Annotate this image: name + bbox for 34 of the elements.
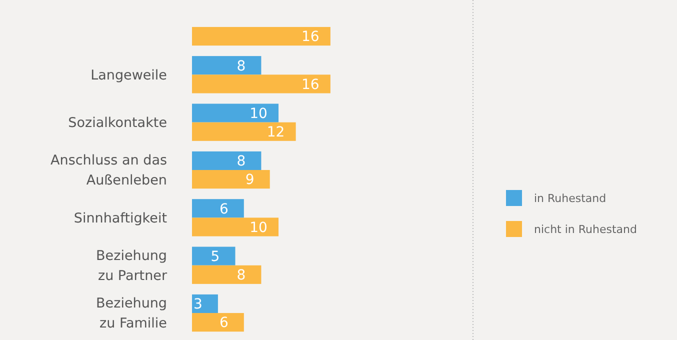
data-label: 16 [302,29,320,46]
bar [192,170,270,189]
y-tick-label: Beziehung zu Partner [96,248,168,284]
bar [192,26,330,46]
bar [192,294,218,314]
y-tick-label: Sozialkontakte [68,115,167,132]
data-label: 5 [210,248,220,265]
y-tick-label: Beziehung zu Familie [96,296,167,332]
bar [192,56,262,75]
bar [192,218,279,236]
y-tick-label: Anschluss an das Außenleben [50,152,167,189]
legend-label: nicht in Ruhestand [534,222,637,236]
bar [192,122,296,141]
legend-label: in Ruhestand [534,192,606,205]
bar [192,246,236,266]
data-label: 9 [245,172,254,188]
data-label: 16 [302,76,320,93]
y-tick-label: Sinnhaftigkeit [74,210,167,226]
bar [192,151,262,170]
bar [192,199,244,218]
data-label: 10 [250,106,268,122]
data-label: 10 [250,220,268,236]
data-label: 3 [193,296,202,313]
data-label: 6 [219,201,228,218]
data-label: 8 [236,268,246,284]
data-label: 6 [219,315,228,332]
bar [192,104,279,122]
y-tick-label: Langeweile [90,67,167,84]
data-label: 8 [236,58,246,74]
bar [192,265,262,284]
data-label: 12 [266,124,285,141]
bar [192,313,244,332]
data-label: 8 [236,154,246,170]
bar [192,74,330,94]
